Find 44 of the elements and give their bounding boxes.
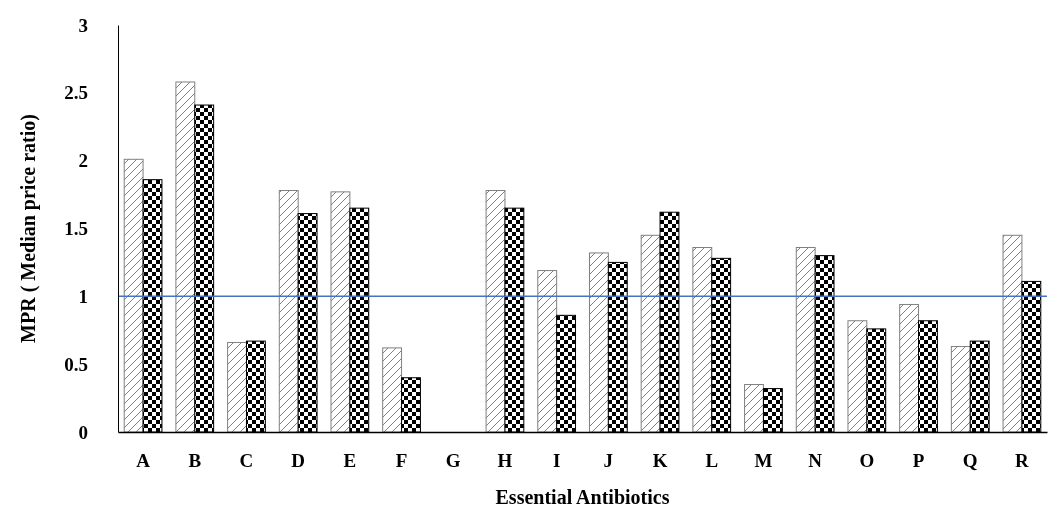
bar bbox=[175, 81, 196, 433]
bar bbox=[692, 246, 713, 433]
y-tick-label: 1.5 bbox=[64, 218, 88, 240]
bar bbox=[382, 347, 403, 433]
x-tick-label: C bbox=[239, 450, 254, 472]
x-tick-label: R bbox=[1015, 450, 1030, 472]
x-tick-label: O bbox=[859, 450, 875, 472]
bar bbox=[278, 190, 299, 433]
bar bbox=[950, 346, 971, 433]
x-tick-label: Q bbox=[962, 450, 978, 472]
y-tick-label: 0 bbox=[78, 421, 88, 443]
bar bbox=[899, 303, 920, 433]
x-axis-title: Essential Antibiotics bbox=[495, 486, 670, 508]
bar bbox=[227, 341, 247, 433]
x-tick-label: J bbox=[603, 450, 614, 472]
x-tick-label: F bbox=[395, 450, 408, 472]
y-axis-title: MPR ( Median price ratio) bbox=[17, 114, 40, 343]
y-tick-label: 0.5 bbox=[64, 353, 88, 375]
x-tick-label: K bbox=[652, 450, 668, 472]
bar bbox=[640, 234, 661, 433]
bar bbox=[847, 320, 868, 433]
x-tick-label: A bbox=[136, 450, 151, 472]
x-tick-label: M bbox=[754, 450, 773, 472]
x-tick-label: E bbox=[343, 450, 357, 472]
x-tick-label: D bbox=[291, 450, 306, 472]
x-tick-label: P bbox=[912, 450, 925, 472]
bar bbox=[744, 384, 764, 433]
bar bbox=[485, 190, 506, 433]
bar bbox=[588, 252, 609, 433]
x-tick-label: N bbox=[808, 450, 823, 472]
x-tick-label: B bbox=[188, 450, 202, 472]
x-tick-label: I bbox=[552, 450, 561, 472]
y-tick-label: 2 bbox=[78, 150, 88, 172]
y-tick-label: 2.5 bbox=[64, 82, 88, 104]
bar bbox=[123, 158, 144, 433]
bar bbox=[795, 246, 816, 433]
y-tick-label: 3 bbox=[78, 14, 88, 36]
x-tick-label: L bbox=[705, 450, 719, 472]
y-tick-label: 1 bbox=[78, 285, 88, 307]
bar bbox=[537, 270, 558, 433]
x-tick-label: H bbox=[497, 450, 513, 472]
bar bbox=[1002, 234, 1023, 433]
x-tick-label: G bbox=[445, 450, 461, 472]
bar bbox=[330, 191, 351, 433]
